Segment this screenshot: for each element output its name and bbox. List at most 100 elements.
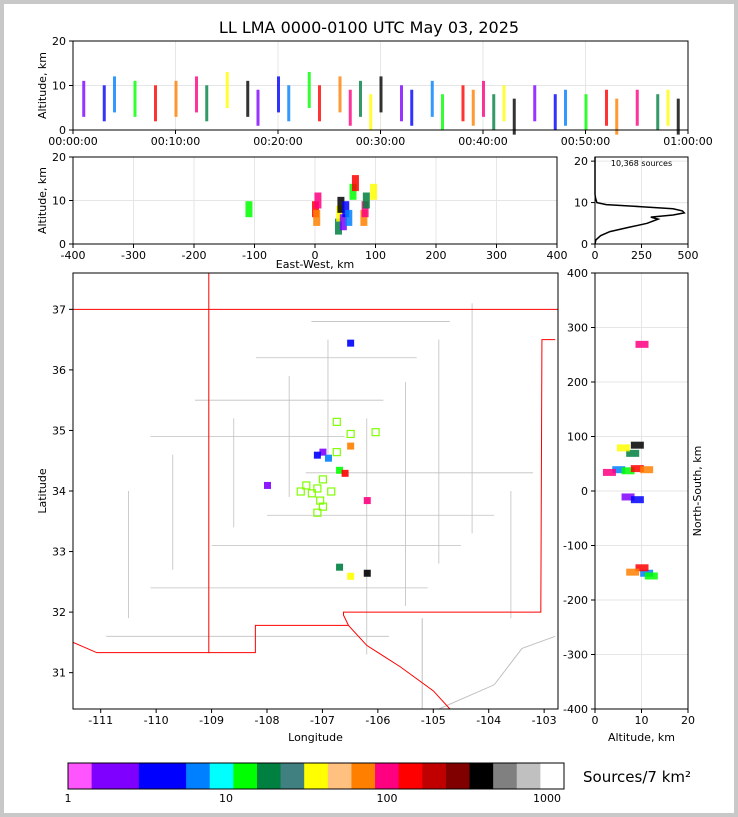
source-column — [256, 89, 260, 126]
source-point — [602, 468, 616, 476]
ns-tick-label: 300 — [567, 322, 588, 335]
source-column — [359, 80, 362, 117]
source-point — [621, 493, 635, 501]
source-point — [616, 444, 630, 452]
longitude-tick-label: -106 — [365, 714, 390, 727]
chart-title: LL LMA 0000-0100 UTC May 03, 2025 — [218, 18, 520, 37]
lma-station-marker — [346, 429, 355, 439]
source-column — [307, 71, 311, 108]
lma-station-marker — [313, 508, 322, 517]
latitude-tick-label: 34 — [52, 485, 66, 498]
source-point — [630, 465, 644, 473]
lma-station-marker — [318, 502, 328, 511]
altitude-time-panel: 00:00:00 00:10:00 00:20:00 00:30:00 00:40:00… — [36, 35, 713, 148]
lightning-source — [347, 572, 355, 580]
colorbar-tick-label: 10 — [219, 792, 233, 805]
source-point — [337, 196, 345, 213]
altitude-tick-label: 10 — [52, 195, 66, 208]
longitude-tick-label: -108 — [255, 714, 280, 727]
lma-station-marker — [332, 417, 341, 426]
source-point — [314, 192, 322, 209]
altitude-tick-label: 20 — [681, 714, 695, 727]
source-point — [345, 209, 353, 226]
colorbar-frame — [67, 762, 565, 790]
source-column — [666, 89, 670, 126]
colorbar-swatch — [516, 763, 541, 789]
count-tick-label: 500 — [678, 249, 699, 262]
plot-frame — [594, 156, 689, 245]
latitude-tick-label: 33 — [52, 546, 66, 559]
ns-tick-label: -400 — [563, 703, 588, 716]
source-column — [195, 76, 198, 113]
source-point — [640, 466, 654, 474]
state-border — [348, 625, 451, 709]
source-column — [277, 76, 280, 113]
source-column — [369, 94, 373, 131]
ew-tick-label: -200 — [182, 249, 207, 262]
source-column — [205, 85, 209, 122]
county-border — [438, 635, 556, 709]
source-column — [174, 80, 178, 117]
plan-view-map-panel: -111 -110 -109 -108 -107 -106 -105 -104 -103 31 32… — [36, 272, 559, 744]
time-tick-label: 00:00:00 — [48, 135, 97, 148]
source-point — [612, 466, 626, 474]
lma-station-marker — [307, 489, 316, 498]
lma-station-marker — [316, 496, 325, 505]
longitude-tick-label: -103 — [532, 714, 557, 727]
colorbar-swatch — [327, 763, 352, 789]
latitude-tick-label: 31 — [52, 667, 66, 680]
source-point — [635, 340, 649, 348]
source-column — [133, 80, 137, 117]
lma-station-marker — [296, 487, 305, 496]
ns-tick-label: 400 — [567, 267, 588, 280]
y-axis-label: Latitude — [36, 468, 49, 514]
source-point — [621, 467, 635, 475]
time-tick-label: 00:30:00 — [356, 135, 405, 148]
source-column — [615, 98, 619, 135]
source-count-annotation: 10,368 sources — [611, 159, 672, 168]
source-point — [626, 568, 640, 576]
state-border — [208, 273, 556, 654]
altitude-tick-label: 0 — [592, 714, 599, 727]
source-column — [113, 76, 116, 113]
source-column — [82, 80, 86, 117]
lightning-source — [336, 466, 344, 474]
histogram-line — [594, 157, 686, 245]
colorbar-swatch — [68, 763, 93, 789]
longitude-tick-label: -109 — [199, 714, 224, 727]
source-point — [361, 201, 369, 218]
plot-frame — [72, 40, 689, 131]
colorbar-swatch — [186, 763, 211, 789]
source-point — [644, 572, 658, 580]
longitude-tick-label: -110 — [144, 714, 169, 727]
source-point — [339, 214, 347, 231]
lma-station-marker — [313, 484, 322, 493]
ew-tick-label: 0 — [312, 249, 319, 262]
altitude-tick-label: 20 — [574, 155, 588, 168]
time-tick-label: 00:10:00 — [151, 135, 200, 148]
colorbar-swatch — [493, 763, 518, 789]
lightning-source — [264, 481, 271, 489]
source-column — [410, 89, 414, 126]
east-west-panel: -400 -300 -200 -100 0 100 200 300 400 0 10 20 East-W… — [36, 151, 568, 271]
source-point — [336, 205, 344, 222]
source-column — [400, 85, 403, 122]
source-column — [564, 89, 567, 126]
colorbar-swatch — [256, 763, 282, 789]
colorbar-swatch — [540, 763, 565, 789]
lightning-source — [336, 563, 344, 571]
ew-tick-label: 300 — [486, 249, 507, 262]
ew-tick-label: -400 — [61, 249, 86, 262]
source-point — [360, 209, 368, 226]
north-south-panel: 0 10 20 -400 -300 -200 -100 0 100 200 300 400 Altitu… — [563, 267, 704, 744]
time-tick-label: 00:20:00 — [253, 135, 302, 148]
source-column — [441, 94, 444, 131]
source-column — [553, 94, 557, 131]
source-point — [630, 441, 644, 449]
plot-frame — [72, 272, 559, 710]
colorbar-swatch — [91, 763, 116, 789]
latitude-tick-label: 35 — [52, 424, 66, 437]
time-tick-label: 00:50:00 — [561, 135, 610, 148]
altitude-tick-label: 20 — [52, 151, 66, 164]
